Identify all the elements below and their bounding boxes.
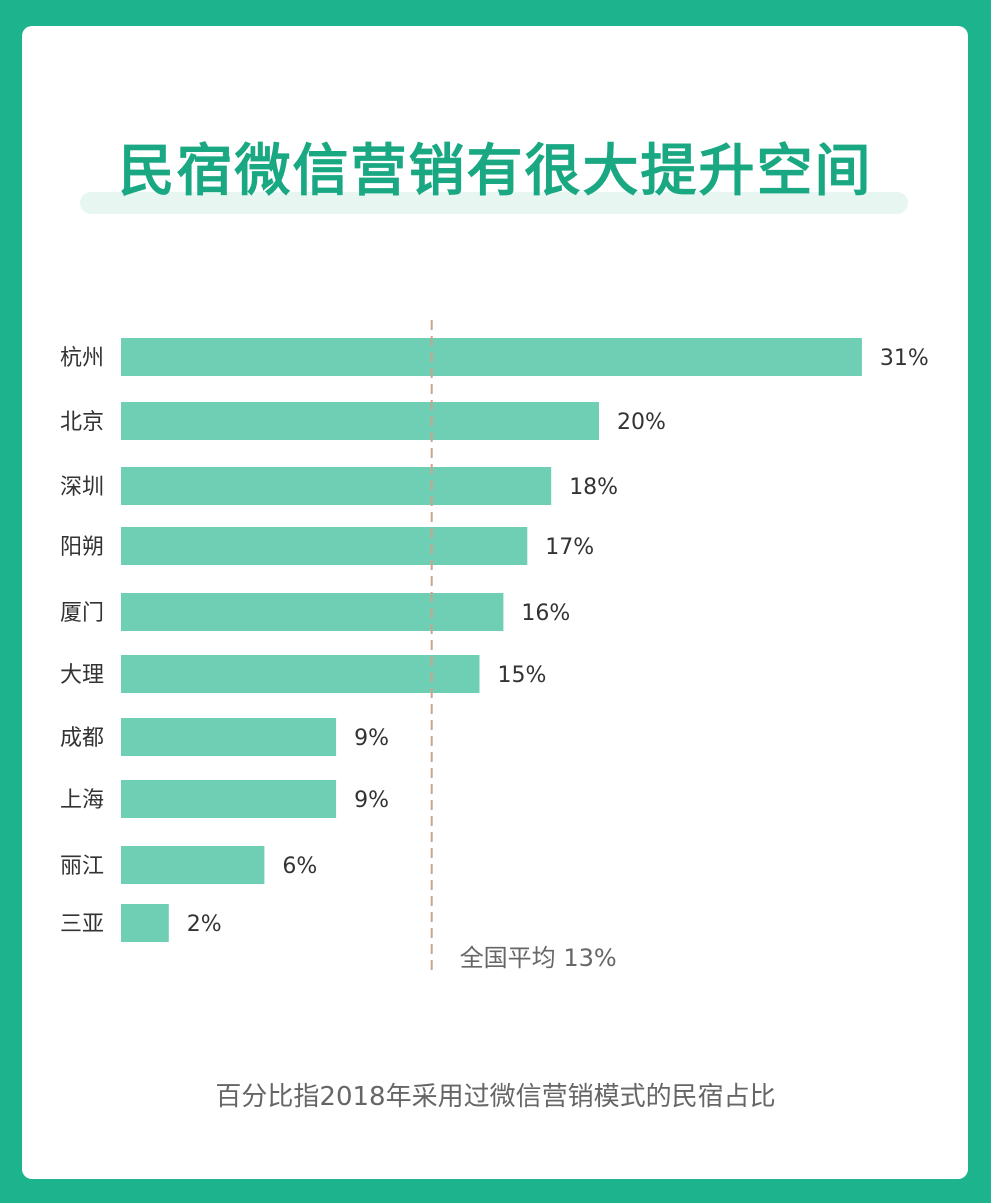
bar: [121, 780, 337, 818]
category-label: 大理: [60, 663, 104, 688]
bar: [121, 338, 862, 376]
category-label: 阳朔: [60, 535, 104, 560]
value-label: 16%: [521, 601, 570, 626]
category-label: 杭州: [60, 346, 104, 371]
category-label: 三亚: [60, 912, 104, 937]
bar: [121, 655, 480, 693]
category-label: 上海: [60, 788, 104, 813]
value-label: 18%: [569, 475, 618, 500]
category-label: 丽江: [60, 854, 104, 879]
bar: [121, 718, 337, 756]
bar: [121, 904, 169, 942]
chart-title: 民宿微信营销有很大提升空间: [118, 139, 873, 204]
bar: [121, 527, 528, 565]
value-label: 9%: [354, 788, 389, 813]
value-label: 6%: [282, 854, 317, 879]
category-label: 成都: [60, 726, 104, 751]
category-label: 厦门: [60, 601, 104, 626]
value-label: 9%: [354, 726, 389, 751]
value-label: 17%: [545, 535, 594, 560]
value-label: 20%: [617, 410, 666, 435]
value-label: 2%: [187, 912, 222, 937]
bar: [121, 846, 265, 884]
average-label: 全国平均 13%: [460, 944, 617, 972]
bar: [121, 467, 552, 505]
bar: [121, 593, 504, 631]
title-underline: [80, 192, 908, 214]
category-label: 北京: [60, 410, 104, 435]
value-label: 31%: [880, 346, 929, 371]
category-label: 深圳: [60, 475, 104, 500]
footnote: 百分比指2018年采用过微信营销模式的民宿占比: [215, 1082, 776, 1112]
value-label: 15%: [498, 663, 547, 688]
bar: [121, 402, 599, 440]
